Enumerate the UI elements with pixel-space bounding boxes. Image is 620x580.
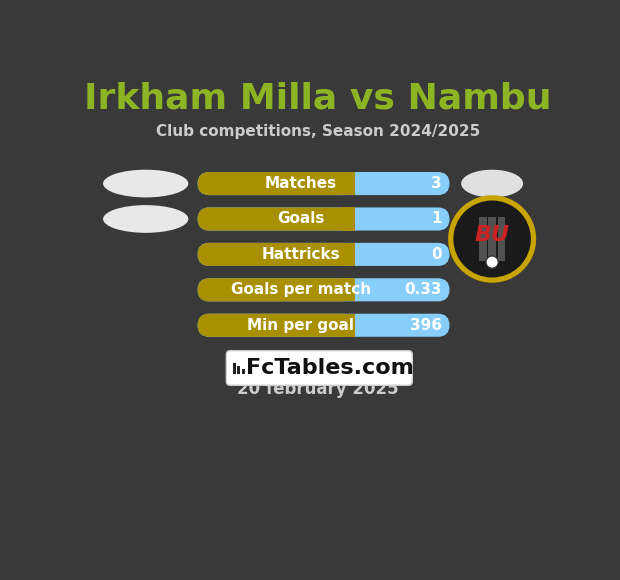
Circle shape (486, 256, 498, 269)
Text: 396: 396 (410, 318, 441, 333)
Text: Min per goal: Min per goal (247, 318, 355, 333)
FancyBboxPatch shape (226, 351, 412, 385)
Bar (232, 363, 236, 374)
Bar (237, 367, 241, 374)
FancyBboxPatch shape (198, 243, 354, 266)
Text: FcTables.com: FcTables.com (246, 358, 414, 378)
FancyBboxPatch shape (198, 208, 450, 230)
Text: 0.33: 0.33 (404, 282, 441, 298)
Text: 3: 3 (431, 176, 441, 191)
FancyBboxPatch shape (198, 208, 354, 230)
Circle shape (453, 201, 531, 277)
Bar (242, 369, 245, 374)
Bar (342, 278, 355, 302)
Ellipse shape (461, 170, 523, 197)
Ellipse shape (103, 205, 188, 233)
FancyBboxPatch shape (198, 278, 354, 302)
Ellipse shape (103, 170, 188, 197)
Text: Goals: Goals (277, 212, 325, 226)
FancyBboxPatch shape (198, 314, 450, 337)
Text: Irkham Milla vs Nambu: Irkham Milla vs Nambu (84, 82, 552, 116)
Text: Hattricks: Hattricks (262, 247, 340, 262)
FancyBboxPatch shape (198, 314, 354, 337)
Text: 0: 0 (431, 247, 441, 262)
Bar (497, 218, 505, 260)
Text: Club competitions, Season 2024/2025: Club competitions, Season 2024/2025 (156, 124, 480, 139)
Bar (342, 314, 355, 337)
Bar (342, 243, 355, 266)
Bar (342, 208, 355, 230)
Text: 20 february 2025: 20 february 2025 (237, 380, 399, 398)
Bar (342, 172, 355, 195)
Circle shape (450, 197, 534, 281)
Bar (479, 218, 487, 260)
Text: BU: BU (474, 225, 510, 245)
FancyBboxPatch shape (198, 172, 450, 195)
Text: Goals per match: Goals per match (231, 282, 371, 298)
FancyBboxPatch shape (198, 243, 450, 266)
FancyBboxPatch shape (198, 172, 354, 195)
Bar (489, 218, 496, 260)
Text: 1: 1 (432, 212, 441, 226)
Text: Matches: Matches (265, 176, 337, 191)
FancyBboxPatch shape (198, 278, 450, 302)
